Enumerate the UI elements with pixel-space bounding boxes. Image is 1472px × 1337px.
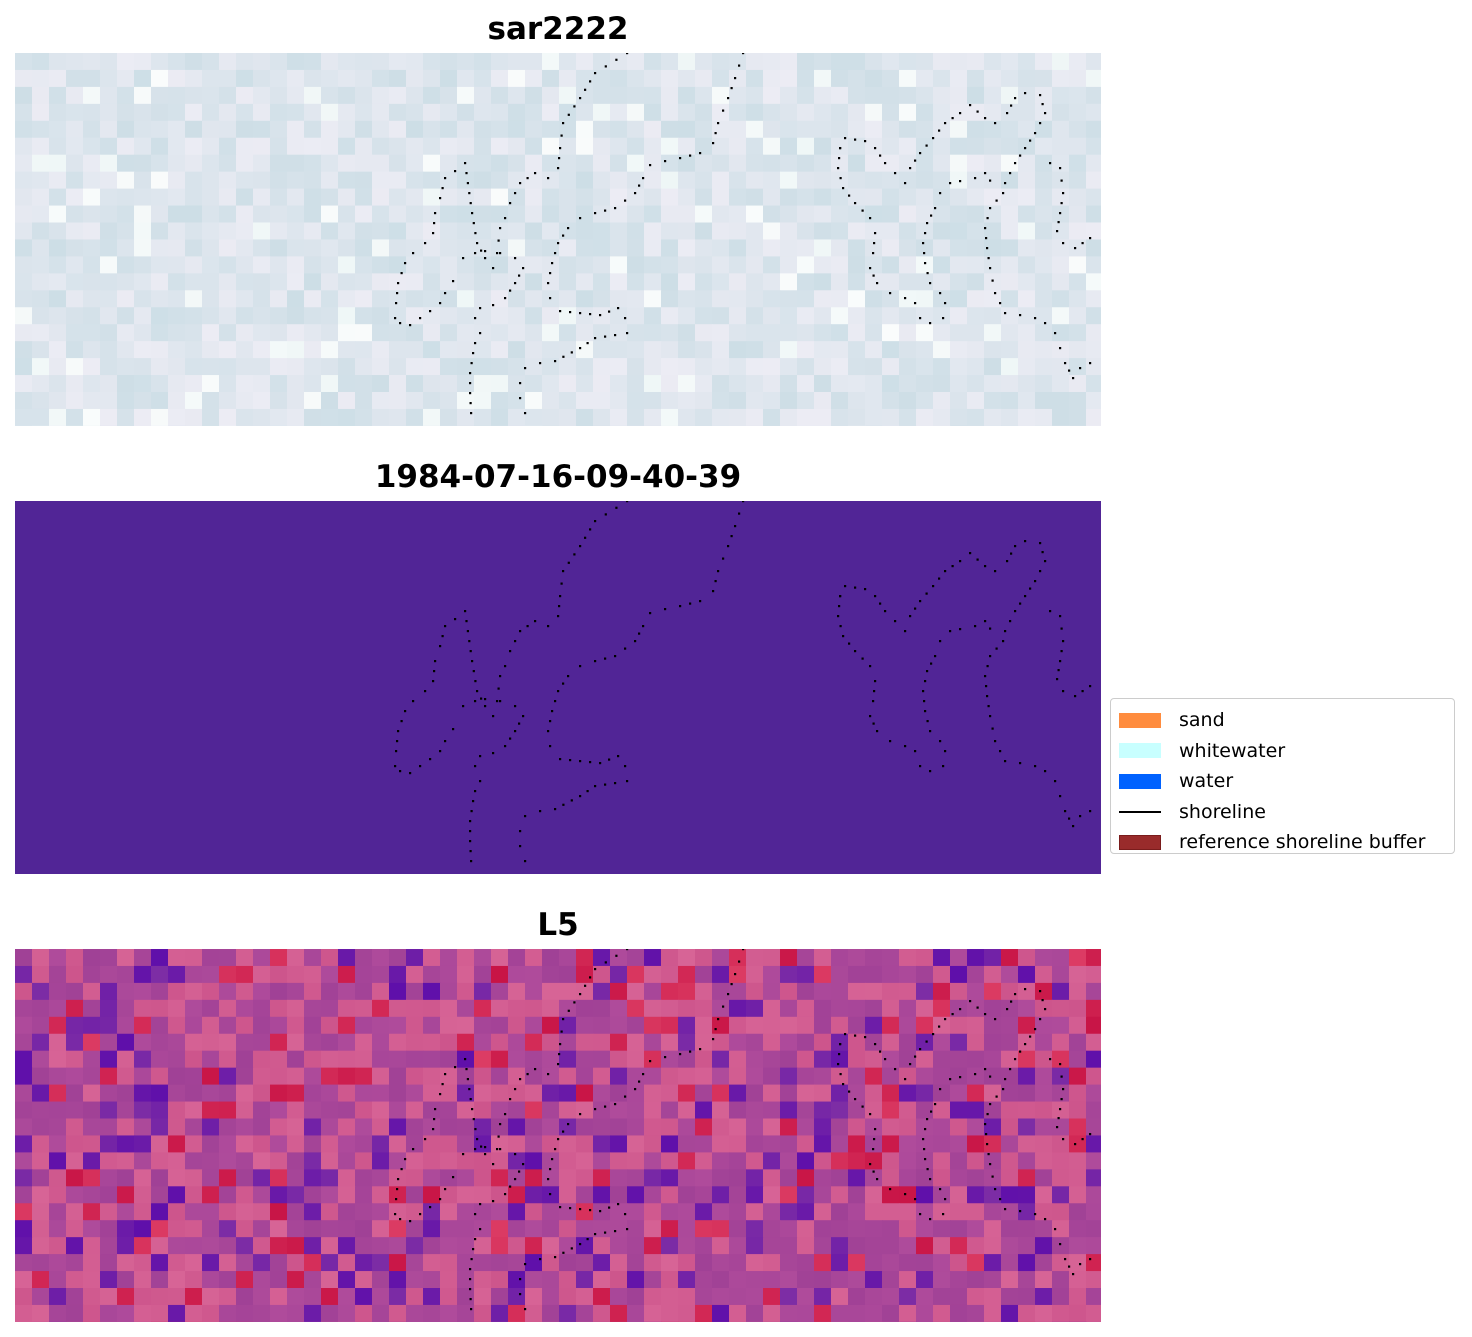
legend-item-sand: sand (1119, 705, 1446, 736)
legend-item-whitewater: whitewater (1119, 736, 1446, 767)
raster-pixels (15, 53, 1101, 426)
panel-title-date: 1984-07-16-09-40-39 (374, 459, 742, 495)
shoreline-dots (394, 501, 1092, 863)
panel-title-sar: sar2222 (487, 11, 629, 47)
l5-image-panel (15, 949, 1101, 1322)
legend: sand whitewater water shoreline referenc… (1110, 698, 1455, 854)
panel-title-l5: L5 (537, 907, 579, 943)
raster-pixels (15, 949, 1101, 1322)
legend-label: shoreline (1179, 800, 1266, 823)
legend-label: whitewater (1179, 739, 1286, 762)
sar-image-panel (15, 53, 1101, 426)
legend-swatch-water (1119, 773, 1161, 789)
legend-label: reference shoreline buffer (1179, 831, 1426, 854)
legend-item-water: water (1119, 766, 1446, 797)
classified-image-panel (15, 501, 1101, 874)
legend-item-shoreline: shoreline (1119, 797, 1446, 828)
shoreline-dots (394, 53, 1092, 415)
legend-item-reference-buffer: reference shoreline buffer (1119, 827, 1446, 858)
legend-label: water (1179, 770, 1234, 793)
legend-swatch-whitewater (1119, 743, 1161, 759)
legend-swatch-shoreline (1119, 810, 1161, 813)
classified-image (15, 501, 1101, 874)
legend-label: sand (1179, 709, 1225, 732)
sar-image (15, 53, 1101, 426)
legend-swatch-sand (1119, 712, 1161, 728)
class-fill (15, 501, 1101, 874)
shoreline-dots (394, 949, 1092, 1311)
l5-image (15, 949, 1101, 1322)
legend-swatch-reference-buffer (1119, 834, 1161, 850)
